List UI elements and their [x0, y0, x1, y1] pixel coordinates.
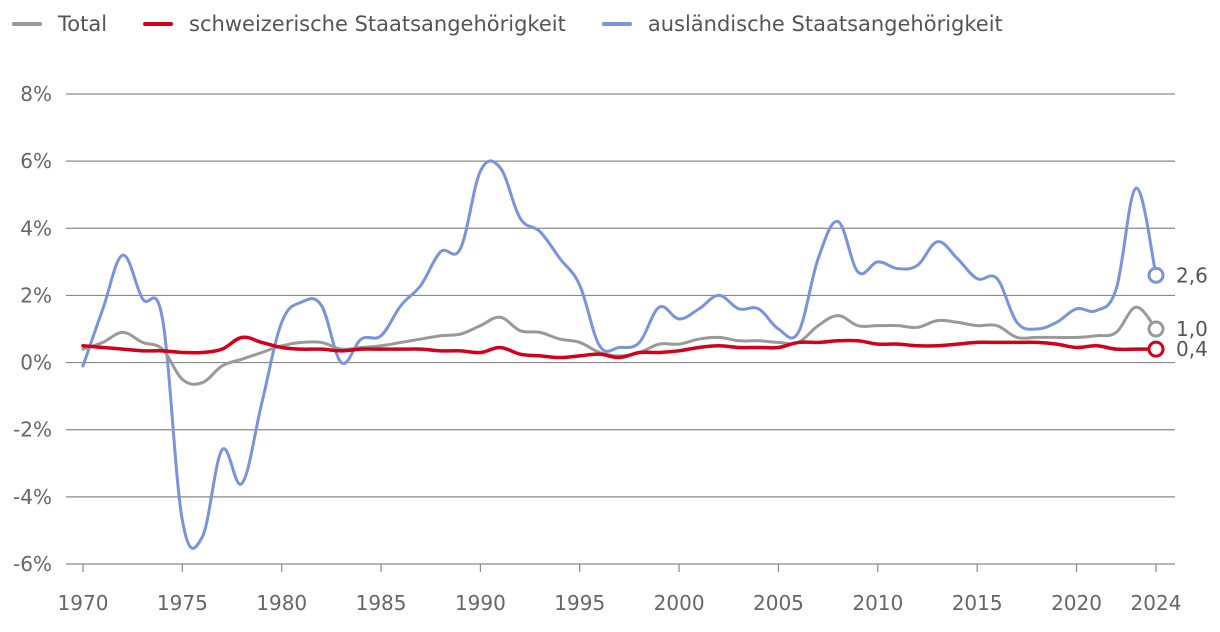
x-tick-label: 2010 [852, 591, 903, 615]
x-tick-label: 1995 [554, 591, 605, 615]
legend-swatch-foreign [601, 22, 632, 26]
y-tick-label: 0% [20, 351, 52, 375]
y-tick-label: 2% [20, 283, 52, 307]
end-value-label: 0,4 [1176, 337, 1208, 361]
end-point-marker [1147, 320, 1165, 338]
x-tick-label: 2024 [1131, 591, 1182, 615]
legend-swatch-swiss [143, 22, 174, 26]
chart-legend: Total schweizerische Staatsangehörigkeit… [12, 12, 1039, 36]
y-tick-label: 6% [20, 149, 52, 173]
end-value-label: 1,0 [1176, 317, 1208, 341]
y-tick-label: -4% [13, 485, 52, 509]
x-tick-label: 1985 [356, 591, 407, 615]
x-tick-label: 2015 [952, 591, 1003, 615]
legend-item-foreign: ausländische Staatsangehörigkeit [601, 12, 1003, 36]
x-tick-label: 2000 [654, 591, 705, 615]
x-tick-label: 1970 [58, 591, 109, 615]
end-point-marker [1147, 340, 1165, 358]
end-value-label: 2,6 [1176, 263, 1208, 287]
legend-item-total: Total [12, 12, 107, 36]
x-tick-label: 2005 [753, 591, 804, 615]
legend-label-foreign: ausländische Staatsangehörigkeit [647, 12, 1003, 36]
y-tick-label: -2% [13, 418, 52, 442]
x-tick-label: 2020 [1051, 591, 1102, 615]
series-line [81, 305, 1158, 386]
x-tick-label: 1975 [157, 591, 208, 615]
legend-label-total: Total [58, 12, 108, 36]
y-tick-label: 8% [20, 82, 52, 106]
legend-swatch-total [12, 22, 42, 26]
y-tick-label: -6% [13, 552, 52, 576]
legend-item-swiss: schweizerische Staatsangehörigkeit [143, 12, 566, 36]
end-point-marker [1147, 266, 1165, 284]
y-tick-label: 4% [20, 216, 52, 240]
x-tick-label: 1990 [455, 591, 506, 615]
series-line [81, 335, 1158, 360]
legend-label-swiss: schweizerische Staatsangehörigkeit [189, 12, 566, 36]
series-line [81, 159, 1158, 550]
x-tick-label: 1980 [256, 591, 307, 615]
